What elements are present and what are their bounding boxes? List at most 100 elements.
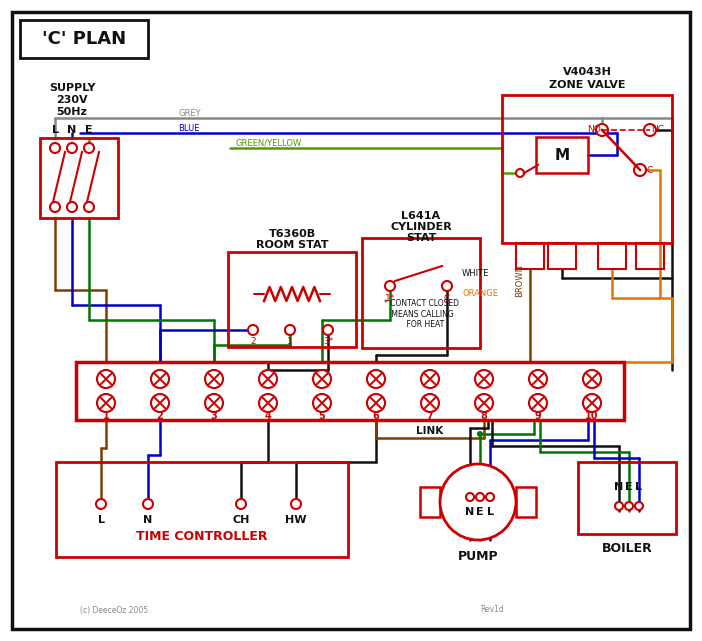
Circle shape — [67, 202, 77, 212]
Text: CYLINDER: CYLINDER — [390, 222, 452, 232]
Text: C: C — [647, 165, 653, 174]
Circle shape — [50, 143, 60, 153]
Circle shape — [596, 124, 608, 136]
Text: 1*: 1* — [385, 294, 395, 303]
Circle shape — [84, 143, 94, 153]
Circle shape — [516, 169, 524, 177]
Text: V4043H: V4043H — [562, 67, 611, 77]
Bar — [76, 362, 624, 420]
Bar — [516, 243, 544, 269]
Text: L: L — [51, 125, 58, 135]
Circle shape — [151, 370, 169, 388]
Bar — [536, 137, 588, 173]
Circle shape — [421, 394, 439, 412]
Text: T6360B: T6360B — [268, 229, 316, 239]
Circle shape — [442, 281, 452, 291]
Circle shape — [97, 394, 115, 412]
Text: GREY: GREY — [178, 108, 201, 117]
Circle shape — [248, 325, 258, 335]
Circle shape — [205, 370, 223, 388]
Text: L: L — [486, 507, 494, 517]
Circle shape — [236, 499, 246, 509]
Text: 4: 4 — [265, 411, 272, 421]
Text: N: N — [465, 507, 475, 517]
Circle shape — [143, 499, 153, 509]
Text: * CONTACT CLOSED
 MEANS CALLING
    FOR HEAT: * CONTACT CLOSED MEANS CALLING FOR HEAT — [383, 299, 458, 329]
Circle shape — [475, 394, 493, 412]
Text: C: C — [444, 294, 450, 303]
Circle shape — [259, 394, 277, 412]
Text: L641A: L641A — [402, 211, 441, 221]
Text: N: N — [614, 482, 623, 492]
Text: 3*: 3* — [323, 337, 333, 345]
Bar — [636, 243, 664, 269]
Bar — [598, 243, 626, 269]
Circle shape — [205, 394, 223, 412]
Text: 10: 10 — [585, 411, 599, 421]
Circle shape — [67, 143, 77, 153]
Text: BOILER: BOILER — [602, 542, 652, 554]
Circle shape — [323, 325, 333, 335]
Text: NC: NC — [651, 124, 665, 133]
Text: 2: 2 — [250, 337, 256, 345]
Text: 3: 3 — [211, 411, 218, 421]
Text: CH: CH — [232, 515, 250, 525]
Text: L: L — [98, 515, 105, 525]
Circle shape — [440, 464, 516, 540]
Text: TIME CONTROLLER: TIME CONTROLLER — [136, 531, 267, 544]
Text: ORANGE: ORANGE — [462, 288, 498, 297]
Circle shape — [466, 493, 474, 501]
Text: BROWN: BROWN — [515, 263, 524, 297]
Text: 1: 1 — [102, 411, 110, 421]
Circle shape — [475, 370, 493, 388]
Circle shape — [644, 124, 656, 136]
Circle shape — [421, 370, 439, 388]
Text: M: M — [555, 147, 569, 163]
Bar — [20, 20, 148, 58]
Bar — [516, 487, 536, 517]
Bar — [502, 95, 672, 243]
Text: SUPPLY: SUPPLY — [48, 83, 95, 93]
Text: LINK: LINK — [416, 426, 444, 436]
Text: 50Hz: 50Hz — [57, 107, 88, 117]
Circle shape — [313, 394, 331, 412]
Text: ROOM STAT: ROOM STAT — [256, 240, 329, 250]
Text: N: N — [67, 125, 77, 135]
Bar — [228, 252, 356, 347]
Circle shape — [529, 394, 547, 412]
Circle shape — [285, 325, 295, 335]
Text: 7: 7 — [427, 411, 433, 421]
Text: 9: 9 — [535, 411, 541, 421]
Bar — [548, 243, 576, 269]
Circle shape — [477, 431, 483, 437]
Text: E: E — [625, 482, 633, 492]
Text: NO: NO — [587, 124, 601, 133]
Text: STAT: STAT — [406, 233, 436, 243]
Text: ZONE VALVE: ZONE VALVE — [549, 80, 625, 90]
Text: HW: HW — [285, 515, 307, 525]
Text: 'C' PLAN: 'C' PLAN — [42, 30, 126, 48]
Circle shape — [291, 499, 301, 509]
Circle shape — [259, 370, 277, 388]
Text: 6: 6 — [373, 411, 379, 421]
Circle shape — [615, 502, 623, 510]
Circle shape — [97, 370, 115, 388]
Circle shape — [625, 502, 633, 510]
Circle shape — [385, 281, 395, 291]
Text: 230V: 230V — [56, 95, 88, 105]
Circle shape — [84, 202, 94, 212]
Circle shape — [96, 499, 106, 509]
Text: 5: 5 — [319, 411, 325, 421]
Bar — [40, 138, 118, 218]
Text: 8: 8 — [481, 411, 487, 421]
Text: L: L — [635, 482, 642, 492]
Text: GREEN/YELLOW: GREEN/YELLOW — [235, 138, 301, 147]
Text: (c) DeeceOz 2005: (c) DeeceOz 2005 — [80, 606, 148, 615]
Circle shape — [476, 493, 484, 501]
Text: Rev1d: Rev1d — [480, 606, 504, 615]
Circle shape — [635, 502, 643, 510]
Circle shape — [367, 394, 385, 412]
Circle shape — [486, 493, 494, 501]
Circle shape — [367, 370, 385, 388]
Circle shape — [634, 164, 646, 176]
